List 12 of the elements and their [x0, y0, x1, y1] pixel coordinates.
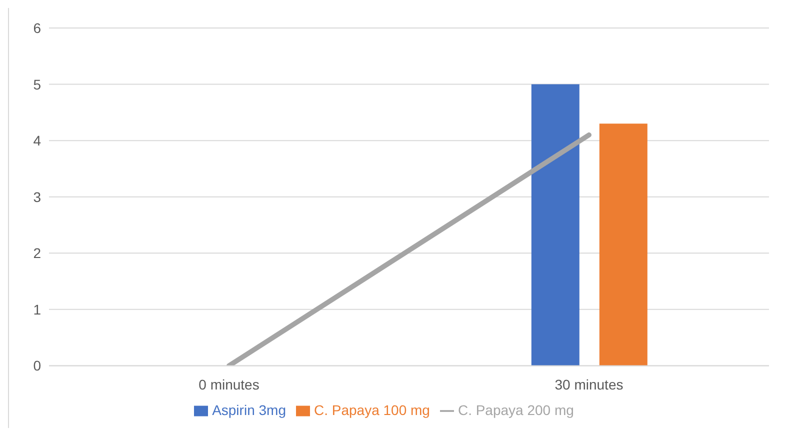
y-tick-label: 0 [33, 358, 42, 374]
y-tick-label: 1 [33, 301, 42, 318]
legend-label: C. Papaya 100 mg [314, 402, 430, 418]
y-tick-label: 2 [33, 245, 42, 262]
y-tick-label: 3 [33, 188, 42, 205]
x-tick-label: 0 minutes [198, 376, 260, 393]
legend-label: Aspirin 3mg [212, 402, 286, 418]
legend-label: C. Papaya 200 mg [458, 402, 574, 418]
x-tick-label: 30 minutes [554, 376, 624, 393]
y-tick-label: 6 [33, 20, 42, 36]
y-tick-label: 5 [33, 76, 42, 92]
y-tick-label: 4 [33, 132, 42, 149]
